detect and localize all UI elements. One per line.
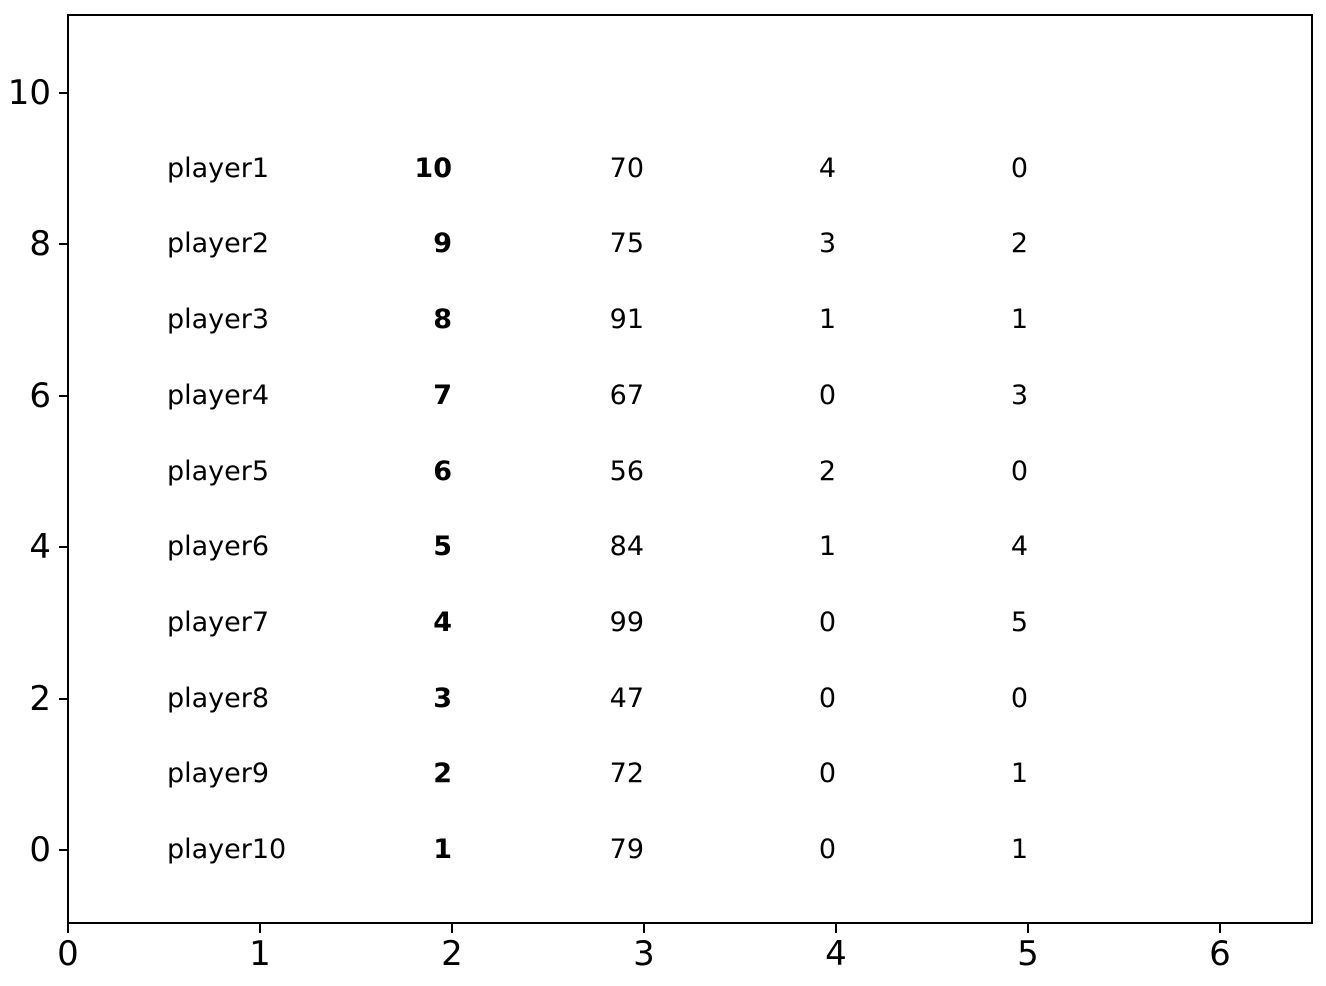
- stat1-value: 2: [818, 455, 836, 487]
- score-value: 70: [609, 152, 644, 184]
- stat1-value: 4: [818, 152, 836, 184]
- score-value: 56: [609, 455, 644, 487]
- player-name-label: player9: [167, 758, 270, 790]
- x-axis-tick-mark: [835, 924, 837, 933]
- rank-value: 1: [433, 834, 452, 865]
- stat2-value: 4: [1010, 531, 1028, 563]
- rank-value: 5: [433, 531, 452, 563]
- stat1-value: 0: [818, 758, 836, 790]
- score-value: 72: [609, 758, 644, 790]
- x-axis-tick-label: 4: [825, 934, 847, 974]
- score-value: 99: [609, 606, 644, 638]
- player-name-label: player2: [167, 228, 270, 260]
- stat2-value: 1: [1010, 304, 1028, 336]
- y-axis-tick-label: 8: [29, 224, 51, 265]
- stat2-value: 5: [1010, 606, 1028, 638]
- y-axis-tick-label: 0: [29, 830, 51, 870]
- y-axis-tick-label: 10: [7, 73, 51, 113]
- x-axis-tick-mark: [451, 924, 453, 933]
- rank-value: 6: [433, 455, 452, 487]
- x-axis-tick-mark: [1219, 924, 1221, 933]
- rank-value: 9: [433, 228, 452, 260]
- stat2-value: 1: [1010, 834, 1028, 865]
- x-axis-tick-label: 0: [57, 934, 79, 974]
- y-axis-tick-mark: [59, 394, 68, 397]
- y-axis-tick-mark: [59, 92, 68, 94]
- player-name-label: player4: [167, 379, 270, 411]
- player-name-label: player5: [167, 455, 270, 487]
- rank-value: 8: [433, 304, 452, 336]
- score-value: 84: [609, 531, 644, 563]
- x-axis-tick-mark: [643, 924, 645, 933]
- stat1-value: 0: [818, 379, 836, 411]
- y-axis-tick-label: 6: [29, 375, 51, 416]
- stat2-value: 0: [1010, 682, 1028, 714]
- rank-value: 10: [414, 152, 452, 184]
- player-name-label: player6: [167, 531, 270, 563]
- stat2-value: 2: [1010, 228, 1028, 260]
- player-name-label: player10: [167, 834, 287, 865]
- player-name-label: player3: [167, 304, 270, 336]
- y-axis-tick-label: 2: [29, 678, 51, 719]
- y-axis-tick-label: 4: [29, 527, 51, 568]
- stat1-value: 3: [818, 228, 836, 260]
- stat1-value: 0: [818, 834, 836, 865]
- y-axis-tick-mark: [59, 243, 68, 246]
- player-name-label: player1: [167, 152, 270, 184]
- y-axis-tick-mark: [59, 697, 68, 700]
- rank-value: 4: [433, 606, 452, 638]
- x-axis-tick-label: 2: [441, 934, 463, 974]
- stat2-value: 0: [1010, 152, 1028, 184]
- rank-value: 2: [433, 758, 452, 790]
- rank-value: 7: [433, 379, 452, 411]
- stat1-value: 0: [818, 682, 836, 714]
- x-axis-tick-label: 6: [1209, 934, 1231, 974]
- x-axis-tick-label: 3: [633, 934, 655, 974]
- y-axis-tick-mark: [59, 849, 68, 851]
- x-axis-tick-label: 5: [1017, 934, 1039, 974]
- stat2-value: 1: [1010, 758, 1028, 790]
- stat2-value: 0: [1010, 455, 1028, 487]
- score-value: 79: [609, 834, 644, 865]
- player-name-label: player7: [167, 606, 270, 638]
- stat2-value: 3: [1010, 379, 1028, 411]
- x-axis-tick-mark: [1027, 924, 1029, 933]
- player-name-label: player8: [167, 682, 270, 714]
- x-axis-tick-label: 1: [249, 934, 271, 974]
- rank-value: 3: [433, 682, 452, 714]
- score-value: 47: [609, 682, 644, 714]
- x-axis-tick-mark: [259, 924, 261, 933]
- stat1-value: 0: [818, 606, 836, 638]
- score-value: 91: [609, 304, 644, 336]
- stat1-value: 1: [818, 531, 836, 563]
- plot-area: [67, 14, 1313, 924]
- score-value: 75: [609, 228, 644, 260]
- score-value: 67: [609, 379, 644, 411]
- y-axis-tick-mark: [59, 546, 68, 549]
- stat1-value: 1: [818, 304, 836, 336]
- x-axis-tick-mark: [67, 924, 69, 933]
